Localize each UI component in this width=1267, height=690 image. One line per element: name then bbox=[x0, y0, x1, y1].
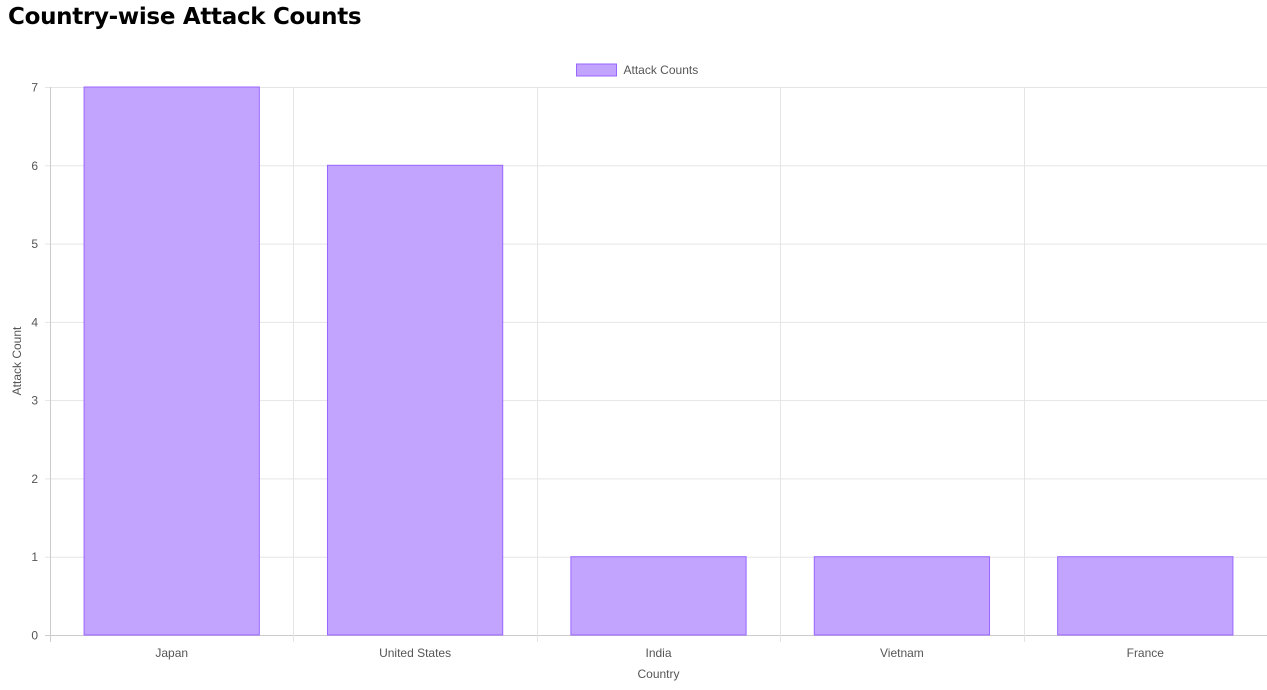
y-tick-label: 4 bbox=[31, 315, 38, 329]
x-axis-title: Country bbox=[637, 667, 679, 681]
legend-label[interactable]: Attack Counts bbox=[624, 63, 699, 77]
page-title: Country-wise Attack Counts bbox=[8, 4, 362, 30]
bars bbox=[83, 86, 1234, 636]
x-tick-label: Vietnam bbox=[880, 646, 924, 660]
y-tick-label: 0 bbox=[31, 629, 38, 643]
x-tick-label: France bbox=[1127, 646, 1165, 660]
y-tick-label: 6 bbox=[31, 159, 38, 173]
y-tick-label: 7 bbox=[31, 81, 38, 95]
legend[interactable]: Attack Counts bbox=[576, 63, 699, 77]
y-axis-title: Attack Count bbox=[10, 326, 24, 395]
y-tick-label: 1 bbox=[31, 550, 38, 564]
bar-vietnam[interactable] bbox=[813, 556, 991, 636]
y-tick-label: 2 bbox=[31, 472, 38, 486]
bar-japan[interactable] bbox=[83, 86, 260, 636]
x-tick-label: United States bbox=[379, 646, 451, 660]
legend-swatch[interactable] bbox=[576, 63, 617, 77]
bar-france[interactable] bbox=[1057, 556, 1234, 636]
bar-india[interactable] bbox=[570, 556, 747, 636]
axes: 0 1 2 3 4 5 6 7 Japan United States India Vietnam Fr… bbox=[10, 81, 1164, 682]
x-tick-label: Japan bbox=[155, 646, 188, 660]
y-tick-label: 5 bbox=[31, 237, 38, 251]
y-tick-label: 3 bbox=[31, 394, 38, 408]
x-tick-label: India bbox=[645, 646, 671, 660]
bar-united-states[interactable] bbox=[326, 164, 504, 636]
